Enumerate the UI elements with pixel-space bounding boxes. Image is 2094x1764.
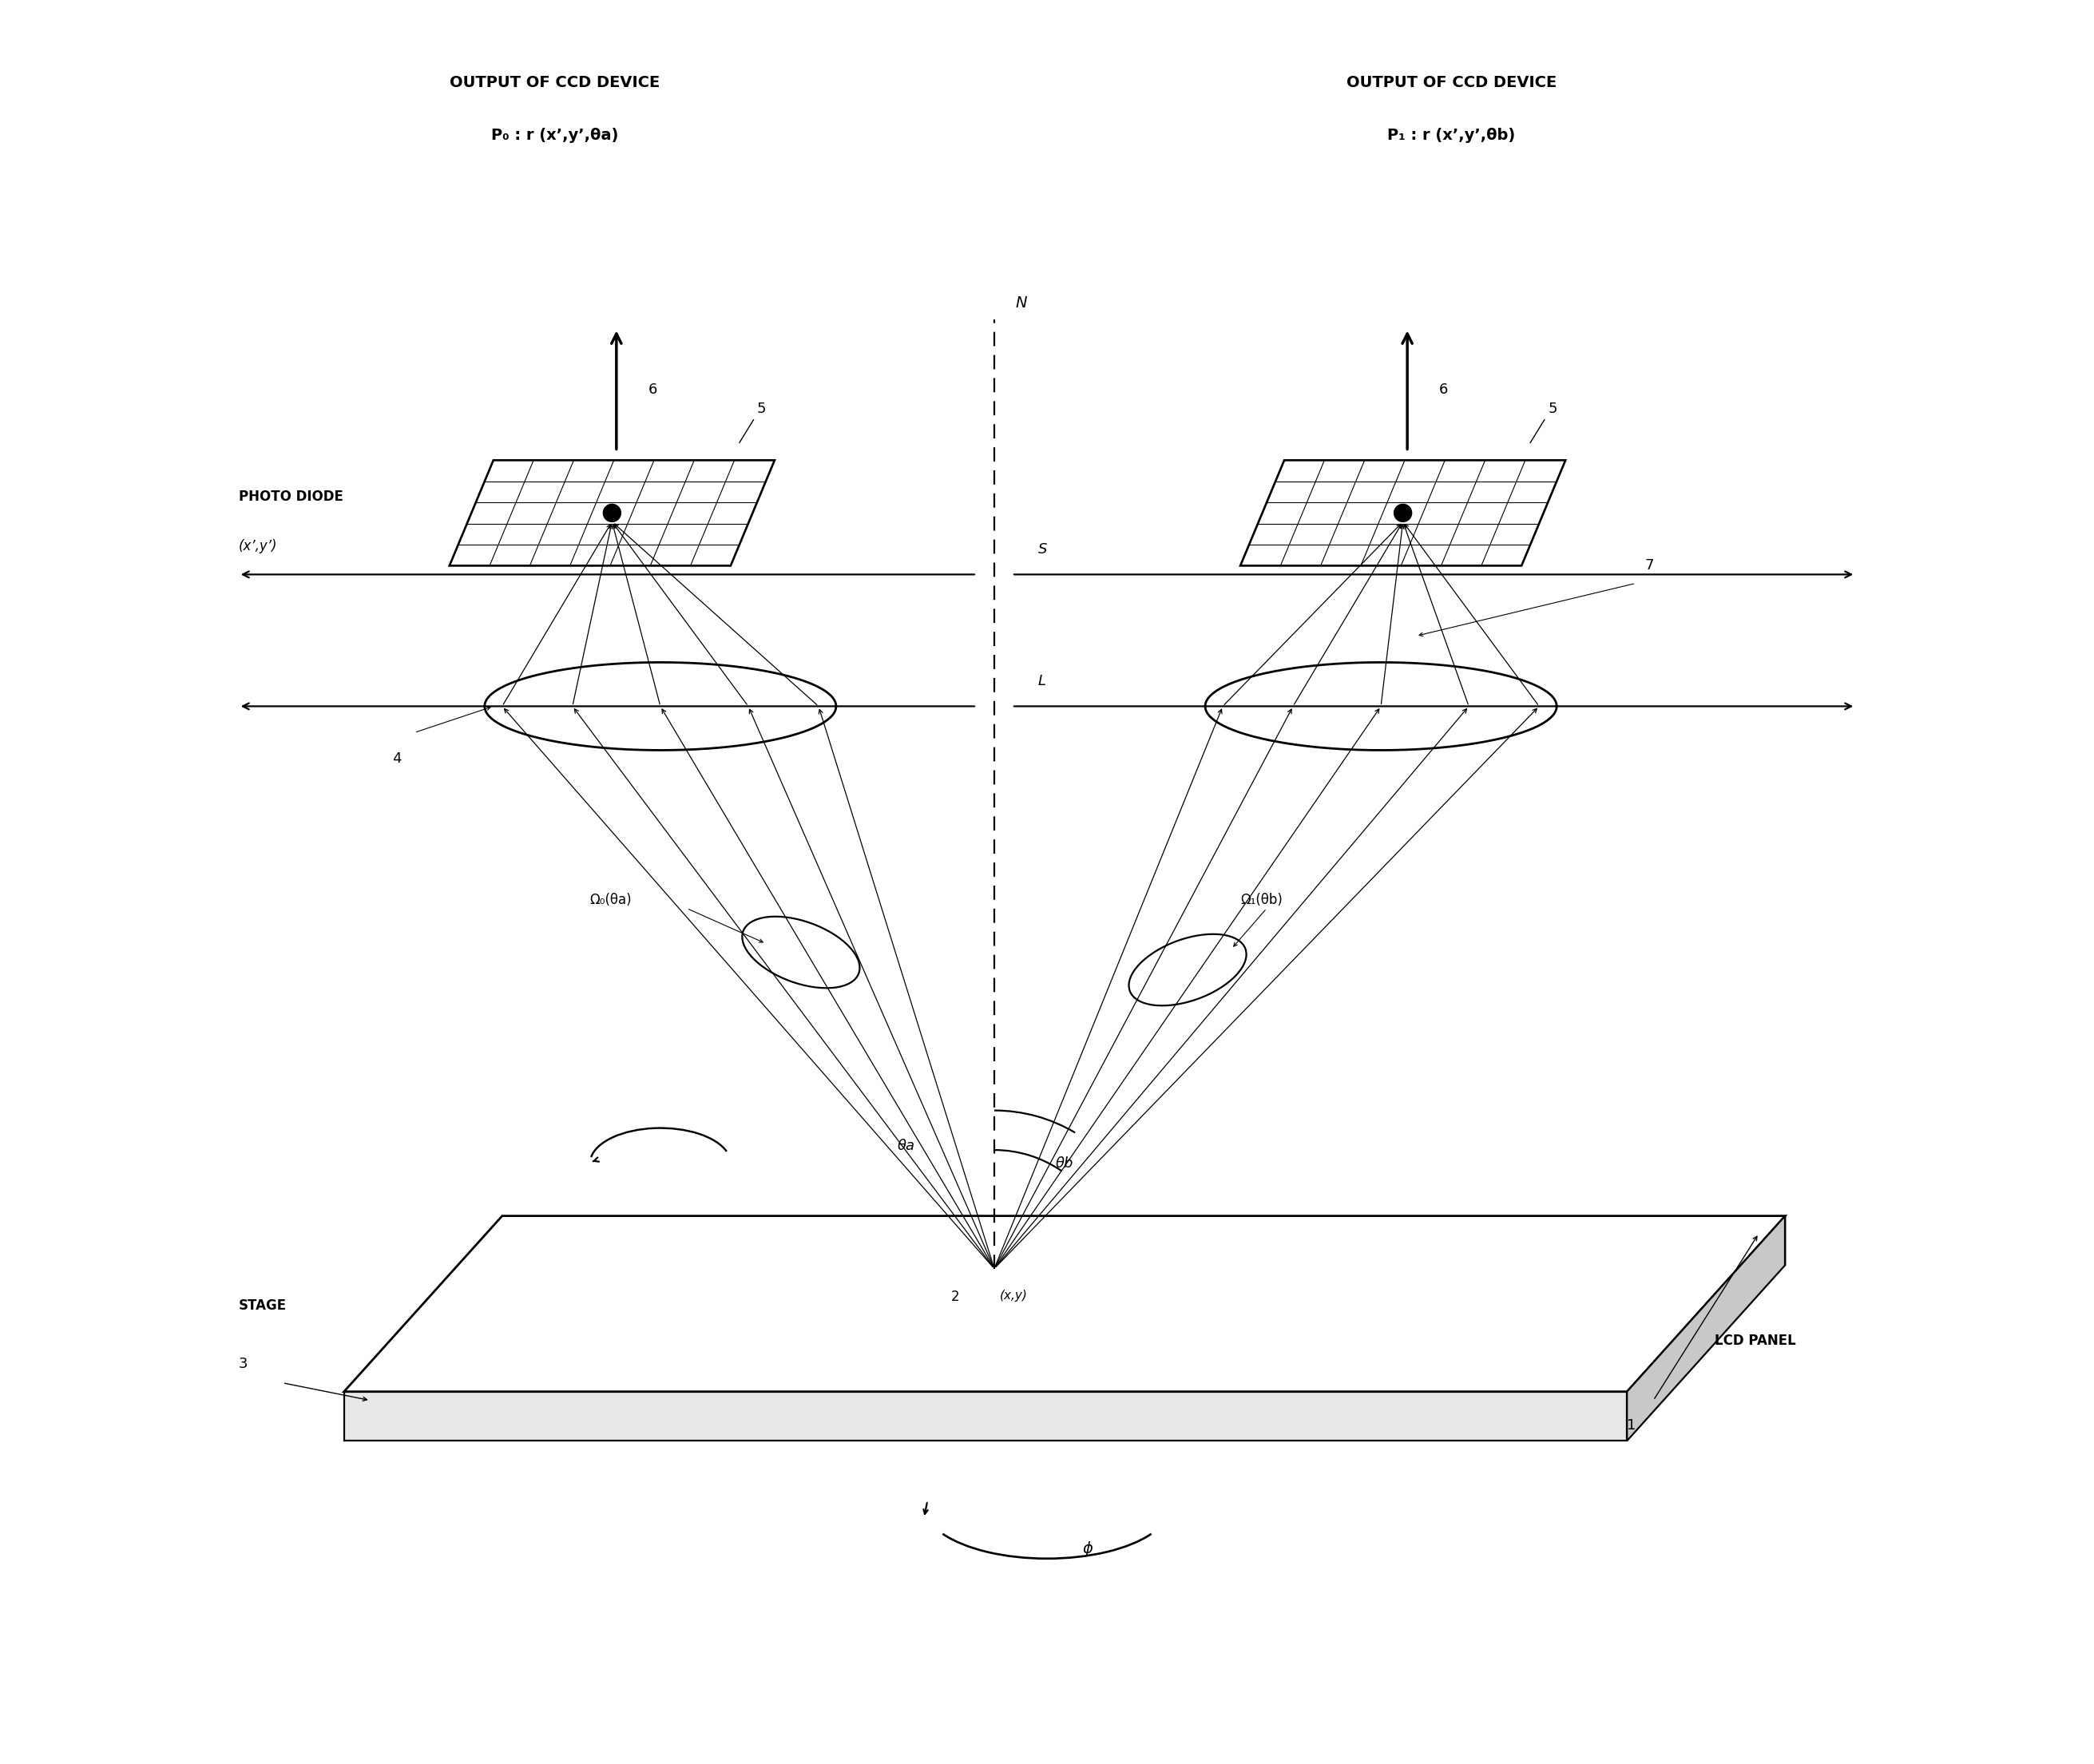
Text: θa: θa [898, 1138, 915, 1154]
Circle shape [1395, 505, 1411, 522]
Text: PHOTO DIODE: PHOTO DIODE [239, 490, 343, 505]
Text: P₀ : r (x’,y’,θa): P₀ : r (x’,y’,θa) [492, 127, 618, 143]
Text: (x’,y’): (x’,y’) [239, 540, 276, 554]
Text: 6: 6 [1439, 383, 1449, 397]
Text: θb: θb [1055, 1155, 1074, 1170]
Text: OUTPUT OF CCD DEVICE: OUTPUT OF CCD DEVICE [1346, 74, 1556, 90]
Text: Ω₁(θb): Ω₁(θb) [1240, 893, 1282, 907]
Text: 3: 3 [239, 1357, 247, 1371]
Text: S: S [1039, 543, 1047, 557]
Text: Ω₀(θa): Ω₀(θa) [591, 893, 632, 907]
Text: 5: 5 [758, 402, 766, 416]
Text: 1: 1 [1627, 1418, 1635, 1432]
Text: 2: 2 [951, 1289, 959, 1304]
Text: N: N [1016, 296, 1026, 310]
Polygon shape [343, 1392, 1627, 1441]
Circle shape [603, 505, 620, 522]
Text: 7: 7 [1644, 559, 1654, 573]
Text: 4: 4 [392, 751, 402, 766]
Text: OUTPUT OF CCD DEVICE: OUTPUT OF CCD DEVICE [450, 74, 660, 90]
Text: L: L [1039, 674, 1047, 688]
Text: 5: 5 [1547, 402, 1558, 416]
Text: LCD PANEL: LCD PANEL [1715, 1334, 1797, 1348]
Polygon shape [1627, 1215, 1786, 1441]
Text: (x,y): (x,y) [999, 1289, 1028, 1302]
Text: STAGE: STAGE [239, 1298, 287, 1312]
Text: 6: 6 [647, 383, 658, 397]
Text: P₁ : r (x’,y’,θb): P₁ : r (x’,y’,θb) [1386, 127, 1516, 143]
Text: ϕ: ϕ [1083, 1542, 1093, 1556]
